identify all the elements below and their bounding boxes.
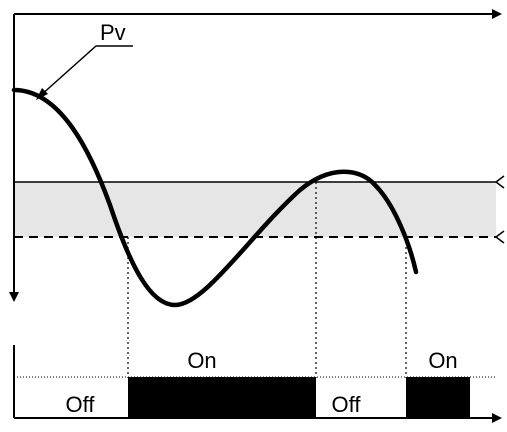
pv-label: Pv <box>100 20 126 45</box>
hysteresis-band <box>14 182 496 237</box>
on-block-1 <box>128 377 316 418</box>
pv-leader-arrowhead <box>36 88 48 100</box>
lower-threshold-tick <box>494 230 505 244</box>
off-label-1: Off <box>66 392 96 417</box>
on-label-2: On <box>428 348 457 373</box>
upper-threshold-tick <box>494 175 505 189</box>
on-block-2 <box>406 377 470 418</box>
process-variable-curve <box>11 87 419 308</box>
off-label-2: Off <box>332 392 362 417</box>
pv-leader-line <box>39 45 133 97</box>
on-label-1: On <box>187 348 216 373</box>
